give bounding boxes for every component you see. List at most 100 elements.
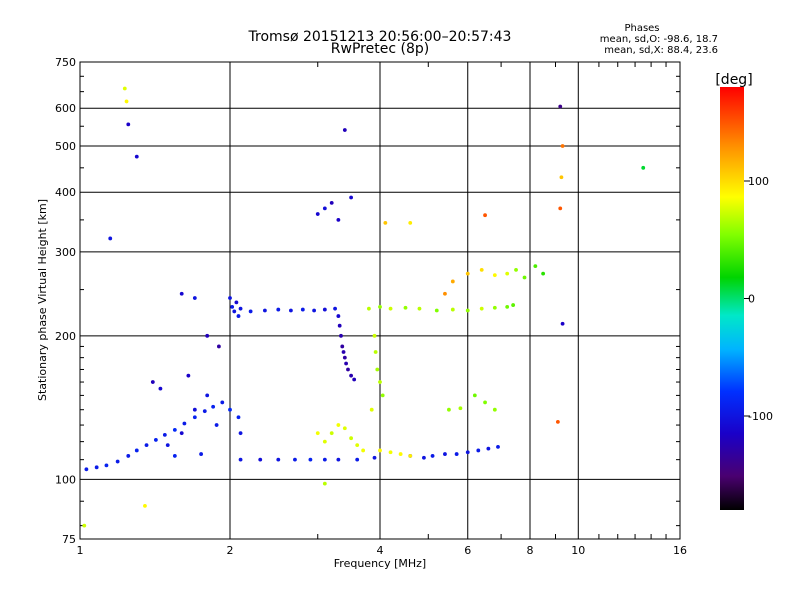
data-point [349, 195, 354, 200]
colorbar-tick-label: 100 [748, 175, 769, 188]
data-point [322, 457, 327, 462]
data-point [483, 213, 487, 218]
y-tick-label: 200 [55, 330, 76, 343]
data-point [192, 296, 197, 300]
data-point [144, 443, 149, 448]
data-point [238, 306, 243, 311]
data-point [559, 175, 564, 180]
data-point [486, 446, 491, 451]
data-point [388, 450, 393, 455]
data-point [434, 308, 439, 313]
data-point [258, 457, 263, 462]
y-tick-label: 600 [55, 102, 76, 115]
y-tick-label: 300 [55, 246, 76, 259]
x-tick-label: 1 [77, 544, 84, 557]
data-point [315, 212, 320, 216]
data-point [211, 404, 216, 409]
data-point [465, 308, 470, 313]
data-point [541, 271, 546, 276]
data-point [496, 444, 500, 449]
data-point [417, 306, 422, 311]
y-tick-label: 750 [55, 56, 76, 69]
data-point [94, 465, 99, 470]
stats-line-x: mean, sd,X: 88.4, 23.6 [604, 45, 718, 56]
data-point [308, 457, 313, 462]
data-point [165, 443, 170, 448]
data-point [134, 154, 139, 159]
data-point [288, 308, 293, 313]
data-point [388, 306, 393, 311]
data-point [372, 455, 377, 460]
data-point [366, 306, 371, 311]
data-point [355, 457, 360, 462]
data-point [454, 452, 459, 456]
data-point [122, 86, 127, 91]
data-point [232, 309, 237, 314]
stats-heading: Phases [624, 23, 659, 34]
data-point [341, 350, 346, 354]
data-point [172, 427, 177, 432]
data-point [179, 291, 184, 296]
data-point [443, 291, 447, 296]
data-point [558, 104, 563, 109]
data-point [378, 380, 382, 384]
data-point [505, 304, 510, 309]
data-point [378, 448, 382, 453]
data-point [479, 267, 484, 272]
data-point [346, 367, 350, 372]
data-points [82, 86, 646, 528]
data-point [248, 309, 253, 314]
data-point [492, 305, 497, 310]
data-point [342, 128, 347, 132]
data-point [342, 426, 347, 431]
data-point [150, 380, 155, 384]
data-point [522, 275, 527, 280]
data-point [126, 454, 131, 458]
data-point [560, 144, 565, 148]
data-point [337, 323, 342, 328]
data-point [408, 220, 413, 225]
data-point [82, 523, 87, 528]
data-point [349, 373, 354, 378]
data-point [398, 452, 403, 456]
data-point [641, 165, 646, 170]
data-point [329, 431, 334, 436]
data-point [322, 439, 327, 444]
x-tick-label: 4 [377, 544, 384, 557]
data-point [104, 463, 109, 468]
data-point [336, 457, 341, 462]
data-point [336, 314, 341, 318]
data-point [276, 457, 281, 462]
data-point [236, 415, 241, 420]
data-point [560, 321, 565, 326]
data-point [262, 308, 267, 313]
data-point [373, 350, 378, 354]
data-point [115, 459, 120, 464]
data-point [230, 304, 235, 309]
data-point [108, 236, 113, 241]
data-point [236, 314, 241, 318]
data-point [378, 304, 382, 309]
data-point [339, 333, 343, 338]
data-point [192, 407, 197, 412]
data-point [447, 407, 451, 412]
data-point [124, 99, 129, 104]
data-point [333, 306, 337, 311]
data-point [220, 400, 225, 405]
data-point [312, 308, 317, 313]
data-point [276, 307, 281, 312]
data-point [555, 419, 560, 424]
data-point [533, 264, 538, 269]
colorbar-ticks: 100 0 -100 [744, 175, 773, 423]
data-point [238, 431, 243, 436]
data-point [369, 407, 374, 412]
data-point [179, 431, 184, 436]
data-point [322, 481, 327, 486]
data-point [182, 421, 187, 426]
x-axis-label: Frequency [MHz] [334, 557, 426, 570]
grid-lines [80, 62, 680, 539]
data-point [329, 200, 334, 205]
data-point [336, 217, 341, 222]
data-point [479, 306, 484, 311]
data-point [158, 386, 163, 391]
